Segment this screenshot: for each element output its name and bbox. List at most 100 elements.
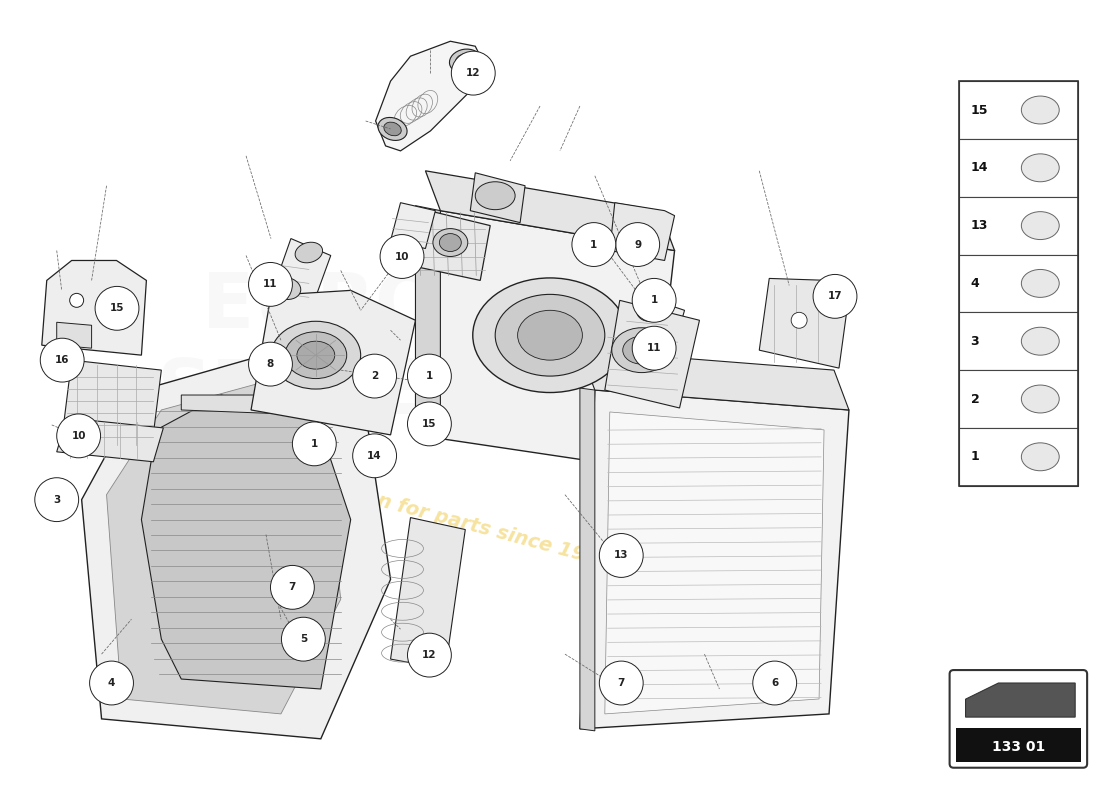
Text: 15: 15 bbox=[422, 419, 437, 429]
Text: 3: 3 bbox=[53, 494, 60, 505]
Text: 2: 2 bbox=[371, 371, 378, 381]
FancyBboxPatch shape bbox=[949, 670, 1087, 768]
Circle shape bbox=[813, 274, 857, 318]
Ellipse shape bbox=[1022, 154, 1059, 182]
Circle shape bbox=[249, 262, 293, 306]
Ellipse shape bbox=[455, 54, 475, 69]
Polygon shape bbox=[426, 170, 674, 250]
Text: 8: 8 bbox=[267, 359, 274, 369]
Bar bbox=[958, 197, 1078, 254]
Polygon shape bbox=[375, 42, 485, 151]
Text: 4: 4 bbox=[970, 277, 979, 290]
Text: 7: 7 bbox=[288, 582, 296, 592]
Polygon shape bbox=[605, 412, 824, 714]
Ellipse shape bbox=[1022, 327, 1059, 355]
Circle shape bbox=[572, 222, 616, 266]
Polygon shape bbox=[609, 202, 674, 261]
Text: a passion for parts since 1985: a passion for parts since 1985 bbox=[288, 467, 613, 572]
Ellipse shape bbox=[637, 299, 667, 322]
Ellipse shape bbox=[285, 332, 346, 378]
Circle shape bbox=[616, 222, 660, 266]
Text: 11: 11 bbox=[263, 279, 277, 290]
Ellipse shape bbox=[612, 328, 672, 373]
Polygon shape bbox=[81, 350, 390, 739]
Polygon shape bbox=[62, 360, 162, 450]
Text: 15: 15 bbox=[970, 103, 988, 117]
Ellipse shape bbox=[1022, 443, 1059, 470]
Text: 14: 14 bbox=[367, 451, 382, 461]
Polygon shape bbox=[107, 380, 341, 714]
Text: 7: 7 bbox=[617, 678, 625, 688]
Polygon shape bbox=[580, 350, 849, 410]
Text: 14: 14 bbox=[970, 162, 988, 174]
Ellipse shape bbox=[1022, 96, 1059, 124]
Polygon shape bbox=[42, 261, 146, 355]
Circle shape bbox=[353, 434, 396, 478]
Circle shape bbox=[35, 478, 78, 522]
Ellipse shape bbox=[1022, 270, 1059, 298]
Ellipse shape bbox=[271, 278, 300, 299]
Ellipse shape bbox=[378, 118, 407, 141]
Circle shape bbox=[282, 618, 326, 661]
Circle shape bbox=[57, 414, 100, 458]
Text: 1: 1 bbox=[310, 439, 318, 449]
Ellipse shape bbox=[495, 294, 605, 376]
Ellipse shape bbox=[1022, 385, 1059, 413]
Bar bbox=[958, 312, 1078, 370]
Polygon shape bbox=[966, 683, 1075, 717]
Text: 1: 1 bbox=[426, 371, 433, 381]
Circle shape bbox=[353, 354, 396, 398]
Polygon shape bbox=[471, 173, 525, 222]
Bar bbox=[958, 81, 1078, 139]
Polygon shape bbox=[57, 418, 163, 462]
Circle shape bbox=[407, 633, 451, 677]
Ellipse shape bbox=[295, 242, 322, 262]
Text: 133 01: 133 01 bbox=[992, 740, 1045, 754]
Text: EURO
SPARES: EURO SPARES bbox=[156, 270, 485, 430]
Text: 1: 1 bbox=[970, 450, 979, 463]
Ellipse shape bbox=[439, 234, 461, 251]
Text: 4: 4 bbox=[108, 678, 115, 688]
Polygon shape bbox=[605, 300, 700, 408]
Circle shape bbox=[95, 286, 139, 330]
Polygon shape bbox=[390, 202, 436, 249]
Circle shape bbox=[407, 402, 451, 446]
Text: 6: 6 bbox=[771, 678, 779, 688]
Bar bbox=[958, 370, 1078, 428]
Text: 11: 11 bbox=[647, 343, 661, 353]
Circle shape bbox=[89, 661, 133, 705]
Text: 2: 2 bbox=[970, 393, 979, 406]
Text: 5: 5 bbox=[299, 634, 307, 644]
Ellipse shape bbox=[450, 49, 481, 74]
Text: 1: 1 bbox=[591, 239, 597, 250]
Text: 12: 12 bbox=[466, 68, 481, 78]
Text: 17: 17 bbox=[827, 291, 843, 302]
Polygon shape bbox=[759, 278, 849, 368]
Circle shape bbox=[600, 534, 643, 578]
Bar bbox=[958, 428, 1078, 486]
Circle shape bbox=[632, 278, 676, 322]
Ellipse shape bbox=[473, 278, 627, 393]
Polygon shape bbox=[416, 206, 440, 440]
Circle shape bbox=[41, 338, 84, 382]
Polygon shape bbox=[580, 388, 595, 731]
Text: 15: 15 bbox=[110, 303, 124, 314]
Polygon shape bbox=[142, 395, 351, 689]
Ellipse shape bbox=[623, 336, 661, 364]
Circle shape bbox=[451, 51, 495, 95]
Ellipse shape bbox=[271, 322, 361, 389]
Ellipse shape bbox=[107, 310, 117, 320]
Ellipse shape bbox=[297, 342, 334, 369]
Bar bbox=[958, 254, 1078, 312]
Text: 3: 3 bbox=[970, 334, 979, 348]
Bar bbox=[958, 139, 1078, 197]
Ellipse shape bbox=[631, 333, 663, 357]
Polygon shape bbox=[182, 395, 316, 415]
Polygon shape bbox=[410, 209, 491, 281]
Ellipse shape bbox=[433, 229, 468, 257]
Polygon shape bbox=[57, 322, 91, 348]
Ellipse shape bbox=[475, 182, 515, 210]
Bar bbox=[956, 728, 1081, 762]
Circle shape bbox=[293, 422, 337, 466]
Polygon shape bbox=[625, 295, 684, 362]
